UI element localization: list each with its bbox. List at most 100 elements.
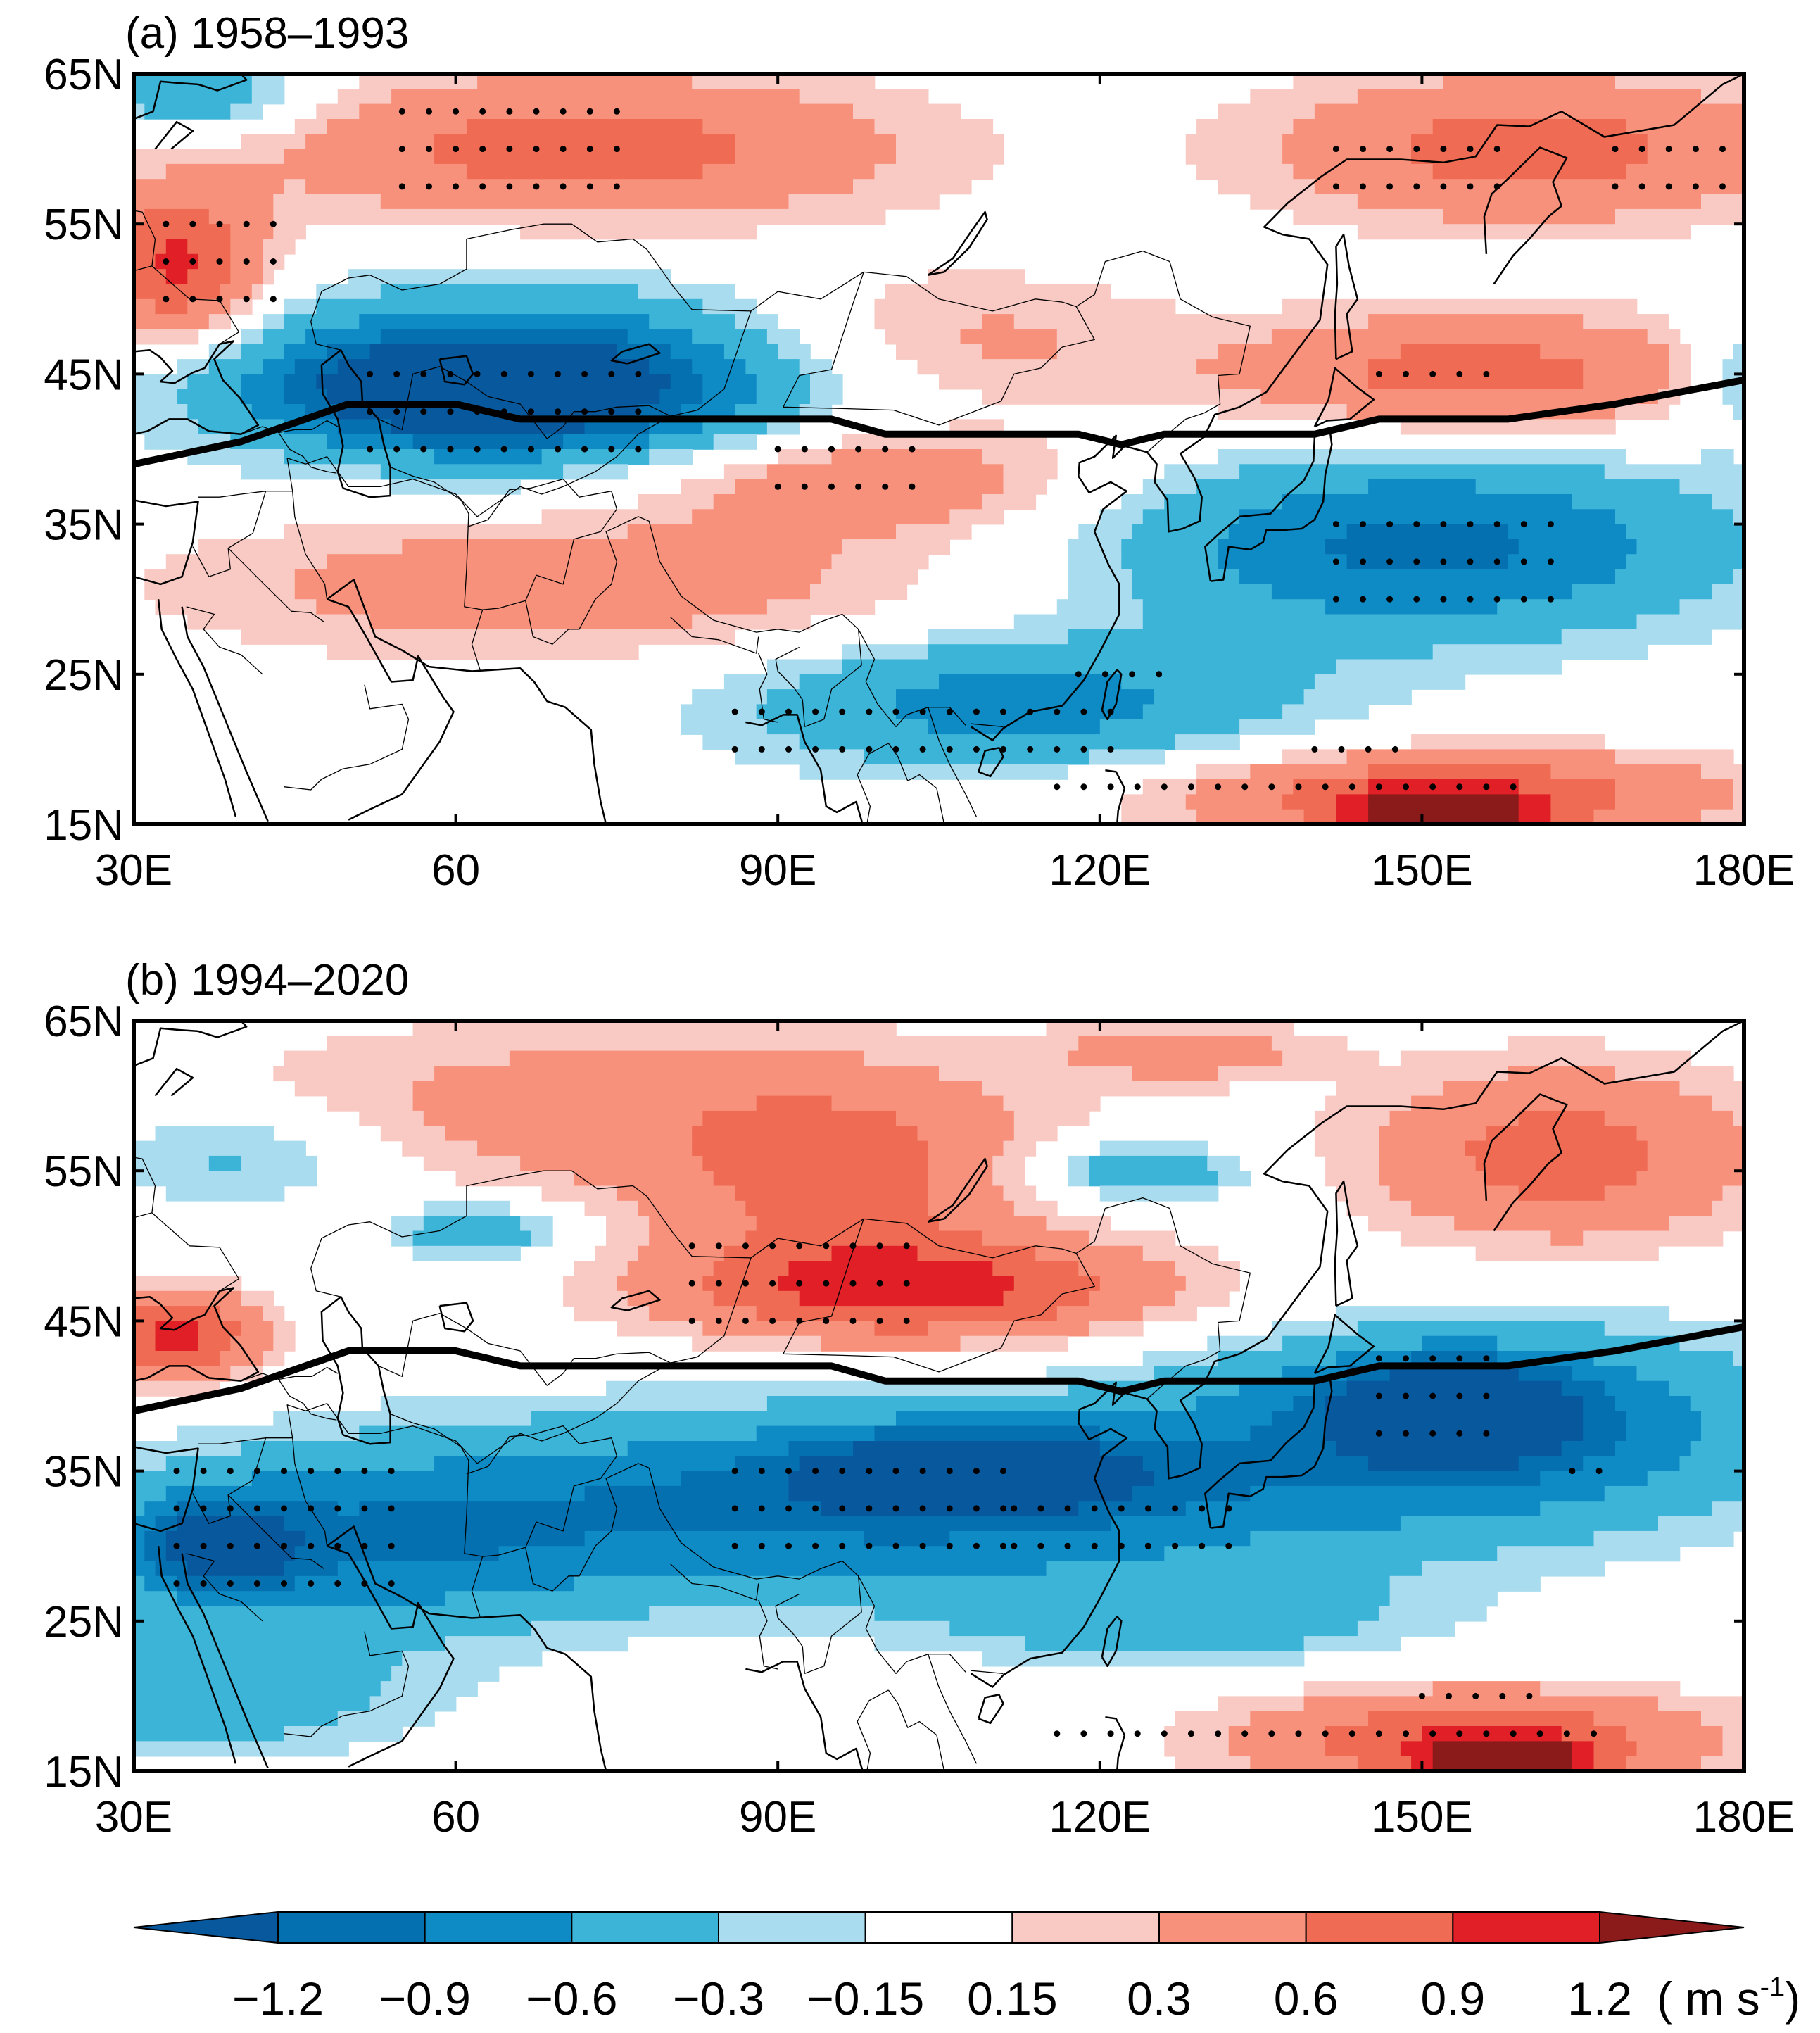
anomaly-cell <box>380 329 628 345</box>
anomaly-cell <box>1121 554 1219 570</box>
anomaly-cell <box>134 1155 210 1171</box>
panel-b-significance-dots <box>173 1242 1603 1737</box>
significance-dot <box>1027 745 1034 753</box>
anomaly-cell <box>509 1050 865 1066</box>
anomaly-cell <box>584 419 650 435</box>
anomaly-cell <box>1647 1155 1744 1171</box>
anomaly-cell <box>273 1321 296 1337</box>
significance-dot <box>1375 370 1382 377</box>
anomaly-cell <box>1303 1636 1401 1652</box>
significance-dot <box>453 183 460 190</box>
significance-dot <box>1037 1542 1044 1549</box>
colorbar-labels: −1.2 −0.9 −0.6 −0.3 −0.15 0.15 0.3 0.6 0.9 1.2 <box>232 1972 1632 2025</box>
anomaly-cell <box>369 1696 457 1712</box>
anomaly-cell <box>134 239 167 255</box>
anomaly-cell <box>1154 1471 1541 1487</box>
anomaly-cell <box>1368 809 1519 824</box>
anomaly-cell <box>1626 1425 1702 1442</box>
anomaly-cell <box>445 1126 693 1142</box>
anomaly-cell <box>541 1185 618 1202</box>
significance-dot <box>227 1468 234 1475</box>
significance-dot <box>479 146 486 153</box>
anomaly-cell <box>713 434 757 450</box>
anomaly-cell <box>917 359 1197 375</box>
anomaly-cell <box>144 1546 167 1562</box>
coastline <box>326 579 607 824</box>
anomaly-cell <box>1475 1245 1659 1261</box>
significance-dot <box>758 1468 765 1475</box>
anomaly-cell <box>1701 449 1734 465</box>
anomaly-cell <box>702 1155 929 1171</box>
anomaly-cell <box>1346 749 1616 765</box>
significance-dot <box>1075 671 1082 678</box>
anomaly-cell <box>1712 1200 1744 1216</box>
anomaly-cell <box>1389 1591 1498 1607</box>
anomaly-cell <box>702 298 757 315</box>
anomaly-cell <box>477 74 693 90</box>
anomaly-cell <box>412 434 564 450</box>
significance-dot <box>812 1468 819 1475</box>
significance-dot <box>388 1542 395 1549</box>
country-border <box>466 1425 618 1557</box>
anomaly-cell <box>735 479 1004 495</box>
significance-dot <box>1692 146 1699 153</box>
significance-dot <box>581 408 588 415</box>
anomaly-cell <box>692 614 811 630</box>
significance-dot <box>785 745 792 753</box>
significance-dot <box>1456 370 1463 377</box>
anomaly-cell <box>1099 719 1240 735</box>
significance-dot <box>742 1317 749 1324</box>
anomaly-cell <box>1432 1756 1573 1771</box>
country-border <box>858 629 966 728</box>
anomaly-cell <box>896 689 1154 705</box>
country-border <box>670 617 759 654</box>
anomaly-cell <box>1722 359 1744 375</box>
anomaly-cell <box>1679 599 1744 615</box>
anomaly-cell <box>1099 1185 1219 1202</box>
anomaly-cell <box>617 1185 735 1202</box>
significance-dot <box>527 446 534 453</box>
anomaly-cell <box>198 1335 232 1352</box>
anomaly-cell <box>391 1216 424 1232</box>
anomaly-cell <box>1389 1185 1519 1202</box>
significance-dot <box>1215 783 1222 791</box>
anomaly-cell <box>144 103 232 120</box>
significance-dot <box>426 146 432 153</box>
significance-dot <box>812 1505 819 1512</box>
anomaly-cell <box>563 1290 628 1307</box>
anomaly-cell <box>434 1066 940 1082</box>
significance-dot <box>227 1580 234 1587</box>
country-border <box>310 1170 752 1297</box>
coastline <box>320 1296 391 1445</box>
anomaly-cell <box>1486 1171 1638 1187</box>
anomaly-cell <box>134 1276 242 1292</box>
anomaly-cell <box>1250 1530 1595 1547</box>
significance-dot <box>1225 1542 1232 1549</box>
significance-dot <box>243 258 250 265</box>
significance-dot <box>1520 596 1527 603</box>
anomaly-cell <box>327 434 414 450</box>
country-border <box>928 707 977 817</box>
country-border <box>466 478 618 610</box>
anomaly-cell <box>874 119 994 135</box>
anomaly-cell <box>1185 794 1283 810</box>
coastline <box>1204 427 1333 582</box>
anomaly-cell <box>1604 1185 1724 1202</box>
panel-a-significance-dots <box>163 108 1726 791</box>
anomaly-cell <box>134 298 156 315</box>
significance-dot <box>785 1468 792 1475</box>
anomaly-cell <box>778 449 833 465</box>
anomaly-cell <box>928 1140 1004 1157</box>
colorbar-swatch <box>1305 1911 1454 1944</box>
anomaly-cell <box>187 449 285 465</box>
significance-dot <box>635 370 642 377</box>
anomaly-cell <box>1733 509 1744 525</box>
anomaly-cell <box>627 1261 714 1277</box>
anomaly-cell <box>1218 449 1626 465</box>
significance-dot <box>715 1280 722 1287</box>
anomaly-cell <box>713 1171 929 1187</box>
anomaly-cell <box>445 1591 1391 1607</box>
anomaly-cell <box>1518 809 1552 824</box>
significance-dot <box>200 1505 207 1512</box>
anomaly-cell <box>134 163 167 180</box>
